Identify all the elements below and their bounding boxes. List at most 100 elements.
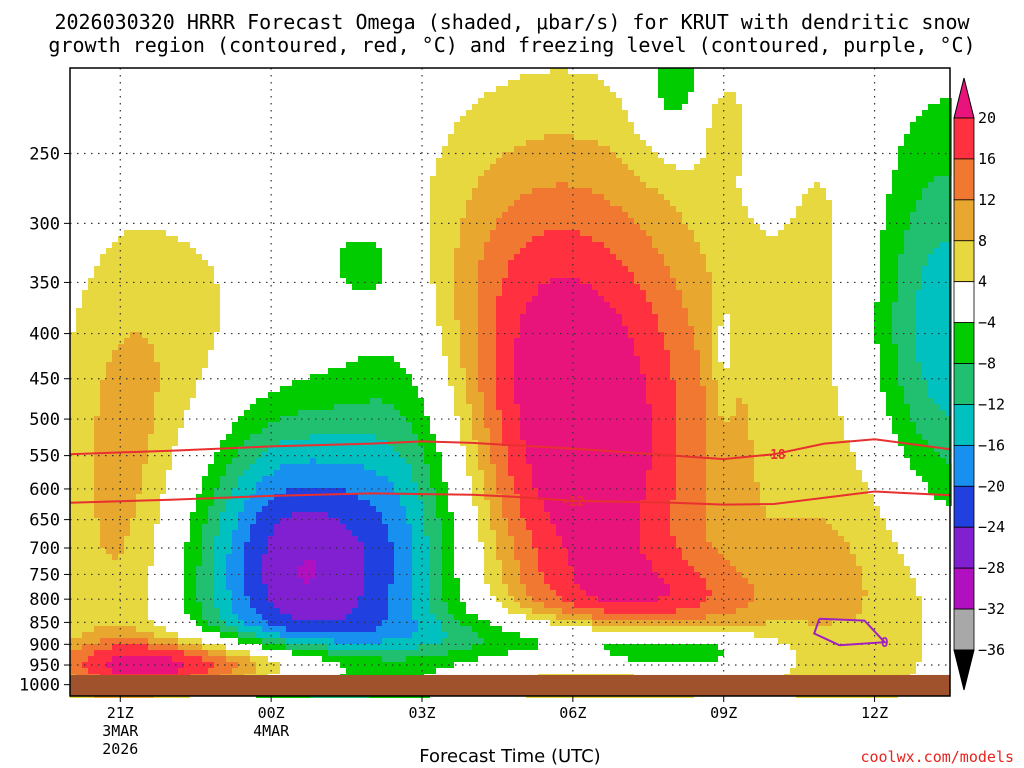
- omega-cell: [226, 512, 232, 518]
- omega-cell: [490, 146, 496, 152]
- omega-cell: [88, 578, 94, 584]
- omega-cell: [118, 548, 124, 554]
- omega-cell: [412, 476, 418, 482]
- omega-cell: [160, 284, 166, 290]
- omega-cell: [166, 434, 172, 440]
- omega-cell: [532, 80, 538, 86]
- omega-cell: [130, 296, 136, 302]
- omega-cell: [472, 380, 478, 386]
- omega-cell: [112, 470, 118, 476]
- omega-cell: [172, 302, 178, 308]
- omega-cell: [310, 632, 316, 638]
- omega-cell: [532, 140, 538, 146]
- omega-cell: [514, 488, 520, 494]
- omega-cell: [178, 272, 184, 278]
- omega-cell: [400, 560, 406, 566]
- omega-cell: [130, 536, 136, 542]
- omega-cell: [88, 482, 94, 488]
- omega-cell: [148, 254, 154, 260]
- omega-cell: [526, 212, 532, 218]
- omega-cell: [508, 218, 514, 224]
- omega-cell: [346, 512, 352, 518]
- omega-cell: [190, 266, 196, 272]
- omega-cell: [118, 512, 124, 518]
- omega-cell: [340, 422, 346, 428]
- omega-cell: [448, 350, 454, 356]
- omega-cell: [286, 512, 292, 518]
- omega-cell: [532, 218, 538, 224]
- omega-cell: [316, 512, 322, 518]
- omega-cell: [382, 554, 388, 560]
- omega-cell: [532, 560, 538, 566]
- omega-cell: [436, 542, 442, 548]
- omega-cell: [310, 518, 316, 524]
- omega-cell: [334, 530, 340, 536]
- omega-cell: [118, 428, 124, 434]
- omega-cell: [160, 650, 166, 656]
- omega-cell: [370, 536, 376, 542]
- omega-cell: [418, 560, 424, 566]
- omega-cell: [424, 446, 430, 452]
- omega-cell: [292, 470, 298, 476]
- omega-cell: [112, 554, 118, 560]
- omega-cell: [322, 656, 328, 662]
- omega-cell: [394, 530, 400, 536]
- omega-cell: [490, 110, 496, 116]
- omega-cell: [532, 314, 538, 320]
- omega-cell: [190, 326, 196, 332]
- omega-cell: [370, 500, 376, 506]
- omega-cell: [208, 584, 214, 590]
- omega-cell: [100, 260, 106, 266]
- omega-cell: [460, 434, 466, 440]
- omega-cell: [280, 626, 286, 632]
- omega-cell: [202, 512, 208, 518]
- omega-cell: [364, 428, 370, 434]
- omega-cell: [196, 290, 202, 296]
- omega-cell: [298, 614, 304, 620]
- omega-cell: [250, 668, 256, 674]
- omega-cell: [490, 392, 496, 398]
- omega-cell: [322, 398, 328, 404]
- omega-cell: [106, 596, 112, 602]
- omega-cell: [346, 650, 352, 656]
- omega-cell: [538, 230, 544, 236]
- omega-cell: [472, 422, 478, 428]
- omega-cell: [502, 458, 508, 464]
- omega-cell: [526, 452, 532, 458]
- omega-cell: [376, 434, 382, 440]
- omega-cell: [448, 536, 454, 542]
- omega-cell: [340, 404, 346, 410]
- omega-cell: [322, 530, 328, 536]
- omega-cell: [496, 386, 502, 392]
- omega-cell: [130, 506, 136, 512]
- omega-cell: [502, 524, 508, 530]
- omega-cell: [460, 650, 466, 656]
- omega-cell: [532, 548, 538, 554]
- omega-cell: [484, 254, 490, 260]
- omega-cell: [136, 650, 142, 656]
- omega-cell: [412, 392, 418, 398]
- omega-cell: [100, 458, 106, 464]
- omega-cell: [280, 428, 286, 434]
- omega-cell: [340, 512, 346, 518]
- omega-cell: [202, 548, 208, 554]
- omega-cell: [472, 428, 478, 434]
- omega-cell: [196, 266, 202, 272]
- omega-cell: [424, 422, 430, 428]
- omega-cell: [454, 146, 460, 152]
- omega-cell: [382, 512, 388, 518]
- omega-cell: [400, 506, 406, 512]
- omega-cell: [490, 548, 496, 554]
- omega-cell: [346, 530, 352, 536]
- omega-cell: [166, 290, 172, 296]
- omega-cell: [172, 314, 178, 320]
- omega-cell: [196, 260, 202, 266]
- omega-cell: [382, 404, 388, 410]
- omega-cell: [526, 398, 532, 404]
- omega-cell: [220, 464, 226, 470]
- omega-cell: [160, 230, 166, 236]
- omega-cell: [316, 572, 322, 578]
- omega-cell: [514, 518, 520, 524]
- omega-cell: [130, 488, 136, 494]
- omega-cell: [520, 218, 526, 224]
